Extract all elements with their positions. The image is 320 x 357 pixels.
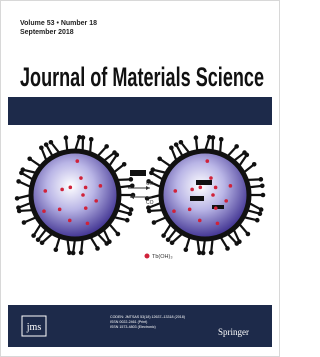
particle: [69, 186, 73, 190]
particle: [172, 209, 176, 213]
particle: [190, 188, 194, 192]
particle: [84, 206, 88, 210]
micelle-right: [161, 151, 249, 239]
particle: [216, 222, 220, 226]
rod-icon: [130, 170, 146, 176]
footer-info: ISSN 1573-4803 (Electronic): [110, 325, 156, 329]
particle: [214, 206, 218, 210]
legend-dot: [145, 254, 150, 259]
publisher: Springer: [218, 327, 249, 337]
date: September 2018: [20, 29, 74, 36]
legend-label: Tb(OH)₃: [152, 254, 173, 260]
particle: [84, 186, 88, 190]
rod: [190, 196, 204, 201]
particle: [86, 222, 90, 226]
particle: [211, 193, 215, 197]
particle: [68, 219, 72, 223]
volume: Volume 53 • Number 18: [20, 20, 97, 27]
particle: [229, 184, 233, 188]
footer-info: CODEN: JMTSAS 53(18) 12637–13318 (2018): [110, 315, 185, 319]
particle: [79, 176, 83, 180]
particle: [224, 199, 228, 203]
micelle-left: [31, 151, 119, 239]
particle: [198, 219, 202, 223]
particle: [42, 209, 46, 213]
rod: [196, 180, 212, 185]
journal-title: Journal of Materials Science: [20, 62, 264, 92]
rod: [212, 205, 224, 209]
particle: [99, 184, 103, 188]
particle: [199, 186, 203, 190]
particle: [188, 208, 192, 212]
footer-info: ISSN 0022-2461 (Print): [110, 320, 147, 324]
particle: [60, 188, 64, 192]
label-bottom: CO: [146, 200, 154, 206]
logo: jms: [26, 322, 42, 333]
label-top: CO: [146, 181, 154, 187]
journal-cover: Volume 53 • Number 18 September 2018 Jou…: [0, 0, 280, 357]
particle: [214, 186, 218, 190]
particle: [209, 176, 213, 180]
title-band: [8, 97, 272, 125]
particle: [81, 193, 85, 197]
particle: [58, 208, 62, 212]
particle: [173, 189, 177, 193]
particle: [75, 159, 79, 163]
page: Volume 53 • Number 18 September 2018 Jou…: [0, 0, 280, 357]
particle: [94, 199, 98, 203]
particle: [43, 189, 47, 193]
particle: [205, 159, 209, 163]
